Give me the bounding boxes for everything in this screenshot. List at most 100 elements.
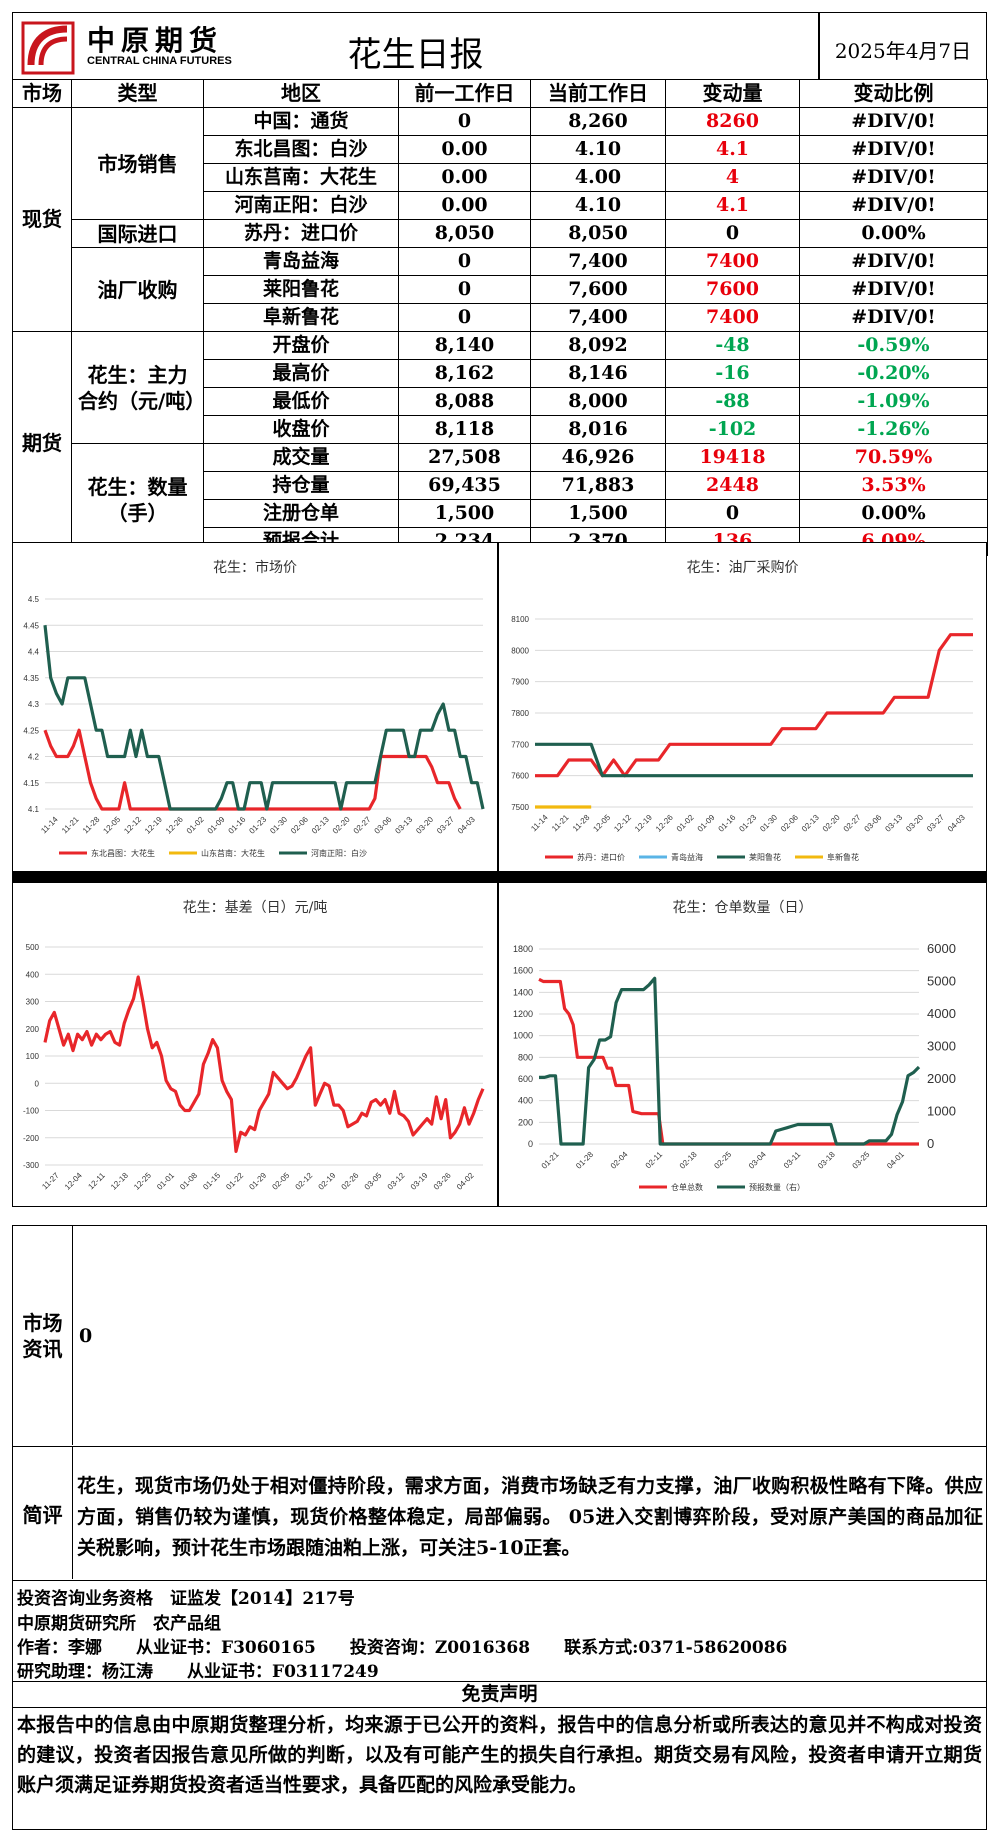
table-row: 期货 花生：主力合约（元/吨） 开盘价 8,140 8,092 -48 -0.59%	[12, 331, 988, 556]
y-tick-label: 0	[528, 1139, 533, 1149]
x-tick-label: 11-14	[39, 814, 60, 835]
curr-value-cell: 4.00	[530, 163, 666, 192]
chart-separator	[12, 872, 987, 882]
col-header-prev: 前一工作日	[398, 79, 531, 108]
type-cell: 花生：数量（手）	[71, 443, 204, 556]
y-tick-label: 500	[26, 943, 40, 952]
x-tick-label: 02-20	[331, 814, 352, 835]
logo-en: CENTRAL CHINA FUTURES	[87, 55, 232, 67]
x-tick-label: 03-04	[747, 1149, 768, 1170]
prev-value-cell: 0.00	[398, 191, 531, 220]
col-header-change: 变动量	[665, 79, 800, 108]
logo-cn: 中原期货	[87, 24, 224, 57]
legend-label: 仓单总数	[671, 1182, 703, 1192]
legend-label: 预报数量（右）	[749, 1182, 805, 1192]
region-cell: 最高价	[203, 359, 399, 388]
x-tick-label: 12-18	[109, 1170, 130, 1191]
pct-cell: -0.20%	[799, 359, 988, 388]
type-cell: 国际进口	[71, 219, 204, 248]
x-tick-label: 04-03	[946, 812, 967, 833]
table-row: 最高价 8,162 8,146 -16 -0.20%	[13, 359, 988, 388]
curr-value-cell: 7,400	[530, 303, 666, 332]
x-tick-label: 01-30	[268, 814, 289, 835]
y-tick-label: 0	[35, 1079, 40, 1088]
x-tick-label: 11-14	[529, 812, 550, 833]
y-tick-label: 4.3	[28, 700, 40, 709]
region-cell: 山东莒南：大花生	[203, 163, 399, 192]
report-header: 中原期货 CENTRAL CHINA FUTURES 花生日报 2025年4月7…	[12, 12, 987, 80]
comment-label: 简评	[22, 1502, 63, 1527]
table-row: 国际进口 苏丹：进口价 8,050 8,050 0 0.00%	[13, 219, 988, 248]
region-cell: 开盘价	[203, 331, 399, 360]
change-cell: 8260	[665, 107, 800, 136]
table-row: 现货 市场销售 中国：通货 0 8,260 8260 #DIV/0!	[12, 107, 988, 332]
pct-cell: #DIV/0!	[799, 247, 988, 276]
chart-market-price-svg: 4.14.154.24.254.34.354.44.454.511-14 11-2…	[23, 595, 485, 858]
x-tick-label: 11-28	[81, 814, 102, 835]
region-cell: 注册仓单	[203, 499, 399, 528]
legend-label: 山东莒南：大花生	[201, 848, 265, 858]
y-tick-label: 4.15	[23, 779, 39, 788]
prev-value-cell: 1,500	[398, 499, 531, 528]
curr-value-cell: 8,260	[530, 107, 666, 136]
x-tick-label: 02-06	[289, 814, 310, 835]
change-cell: 0	[665, 219, 800, 248]
change-cell: -16	[665, 359, 800, 388]
x-tick-label: 02-25	[712, 1149, 733, 1170]
change-cell: 7400	[665, 303, 800, 332]
curr-value-cell: 7,600	[530, 275, 666, 304]
y-tick-label: 4.25	[23, 726, 39, 735]
table-row: 河南正阳：白沙 0.00 4.10 4.1 #DIV/0!	[13, 191, 988, 220]
region-cell: 莱阳鲁花	[203, 275, 399, 304]
pct-cell: 3.53%	[799, 471, 988, 500]
y-tick-label: 7900	[511, 678, 529, 687]
page-title: 花生日报	[347, 35, 484, 75]
x-tick-label: 01-16	[227, 814, 248, 835]
change-cell: 4.1	[665, 135, 800, 164]
y-right-tick-label: 3000	[927, 1039, 956, 1054]
x-tick-label: 03-05	[363, 1170, 384, 1191]
x-tick-label: 01-02	[185, 814, 206, 835]
footer-line-4: 研究助理：杨江涛 从业证书：F03117249	[17, 1662, 379, 1682]
pct-cell: #DIV/0!	[799, 303, 988, 332]
chart-title: 花生：基差（日）元/吨	[182, 900, 328, 916]
pct-cell: #DIV/0!	[799, 191, 988, 220]
y-tick-label: 1000	[513, 1031, 533, 1041]
y-tick-label: 4.5	[28, 595, 40, 604]
chart-title: 花生：市场价	[213, 560, 297, 576]
footer-credentials: 投资咨询业务资格 证监发【2014】217号 中原期货研究所 农产品组 作者：李…	[12, 1580, 987, 1682]
x-tick-label: 03-06	[373, 814, 394, 835]
prev-value-cell: 0	[398, 107, 531, 136]
region-cell: 持仓量	[203, 471, 399, 500]
x-tick-label: 02-04	[609, 1149, 630, 1170]
x-tick-label: 01-08	[178, 1170, 199, 1191]
x-tick-label: 01-23	[247, 814, 268, 835]
x-tick-label: 12-05	[591, 812, 612, 833]
change-cell: 0	[665, 499, 800, 528]
header-divider	[818, 12, 820, 80]
chart-title: 花生：油厂采购价	[686, 560, 799, 576]
x-tick-label: 01-01	[155, 1170, 176, 1191]
legend-label: 河南正阳：白沙	[311, 848, 367, 858]
series-line	[539, 976, 921, 1146]
x-tick-label: 04-02	[455, 1170, 476, 1191]
legend-label: 苏丹：进口价	[577, 852, 625, 862]
x-tick-label: 01-29	[247, 1170, 268, 1191]
x-tick-label: 04-01	[885, 1149, 906, 1170]
y-tick-label: 100	[26, 1052, 40, 1061]
curr-value-cell: 4.10	[530, 191, 666, 220]
disclaimer-title: 免责声明	[12, 1681, 987, 1708]
disclaimer-text: 本报告中的信息由中原期货整理分析，均来源于已公开的资料，报告中的信息分析或所表达…	[12, 1707, 987, 1830]
data-table: 市场 类型 地区 前一工作日 当前工作日 变动量 变动比例 现货 市场销售 中国：通…	[12, 79, 988, 556]
x-tick-label: 03-27	[925, 812, 946, 833]
pct-cell: -1.26%	[799, 415, 988, 444]
curr-value-cell: 8,050	[530, 219, 666, 248]
market-cell: 现货	[12, 107, 72, 332]
x-tick-label: 03-06	[863, 812, 884, 833]
x-tick-label: 01-15	[201, 1170, 222, 1191]
y-tick-label: 400	[518, 1096, 533, 1106]
col-header-curr: 当前工作日	[530, 79, 666, 108]
x-tick-label: 02-06	[779, 812, 800, 833]
y-tick-label: 400	[26, 970, 40, 979]
